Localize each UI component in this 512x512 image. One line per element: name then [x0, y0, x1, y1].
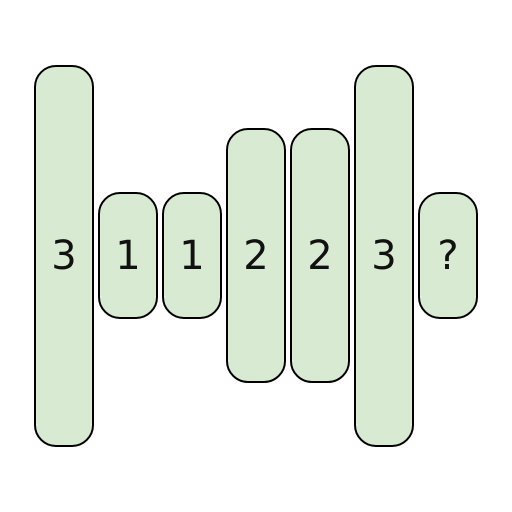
tile-1: 3	[34, 65, 94, 447]
tile-4: 2	[226, 128, 286, 383]
tile-2-label: 1	[115, 232, 141, 279]
tile-5-label: 2	[307, 232, 333, 279]
tile-2: 1	[98, 192, 158, 319]
tile-1-label: 3	[51, 233, 77, 279]
tile-3: 1	[162, 192, 222, 319]
tile-6-label: 3	[371, 233, 397, 279]
unknown-tile[interactable]: ?	[418, 192, 478, 319]
tile-4-label: 2	[243, 232, 269, 279]
question-mark-label: ?	[437, 232, 459, 279]
tile-5: 2	[290, 128, 350, 383]
tile-3-label: 1	[179, 232, 205, 279]
tile-6: 3	[354, 65, 414, 447]
